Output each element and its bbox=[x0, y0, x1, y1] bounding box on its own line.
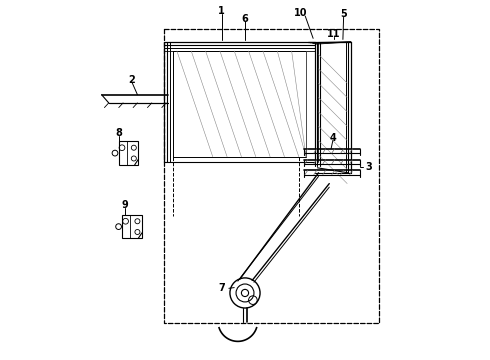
Text: 5: 5 bbox=[340, 9, 347, 19]
Bar bbox=[119, 141, 138, 165]
Bar bbox=[122, 215, 142, 238]
Text: 3: 3 bbox=[366, 162, 372, 172]
Text: 8: 8 bbox=[115, 129, 122, 138]
Text: 2: 2 bbox=[129, 75, 135, 85]
Text: 4: 4 bbox=[329, 133, 336, 143]
Text: 11: 11 bbox=[327, 29, 341, 39]
Text: 10: 10 bbox=[294, 8, 307, 18]
Text: 9: 9 bbox=[122, 200, 128, 210]
Circle shape bbox=[242, 289, 248, 297]
Text: 1: 1 bbox=[219, 6, 225, 17]
Text: 6: 6 bbox=[242, 14, 248, 24]
Text: 7: 7 bbox=[219, 283, 225, 293]
